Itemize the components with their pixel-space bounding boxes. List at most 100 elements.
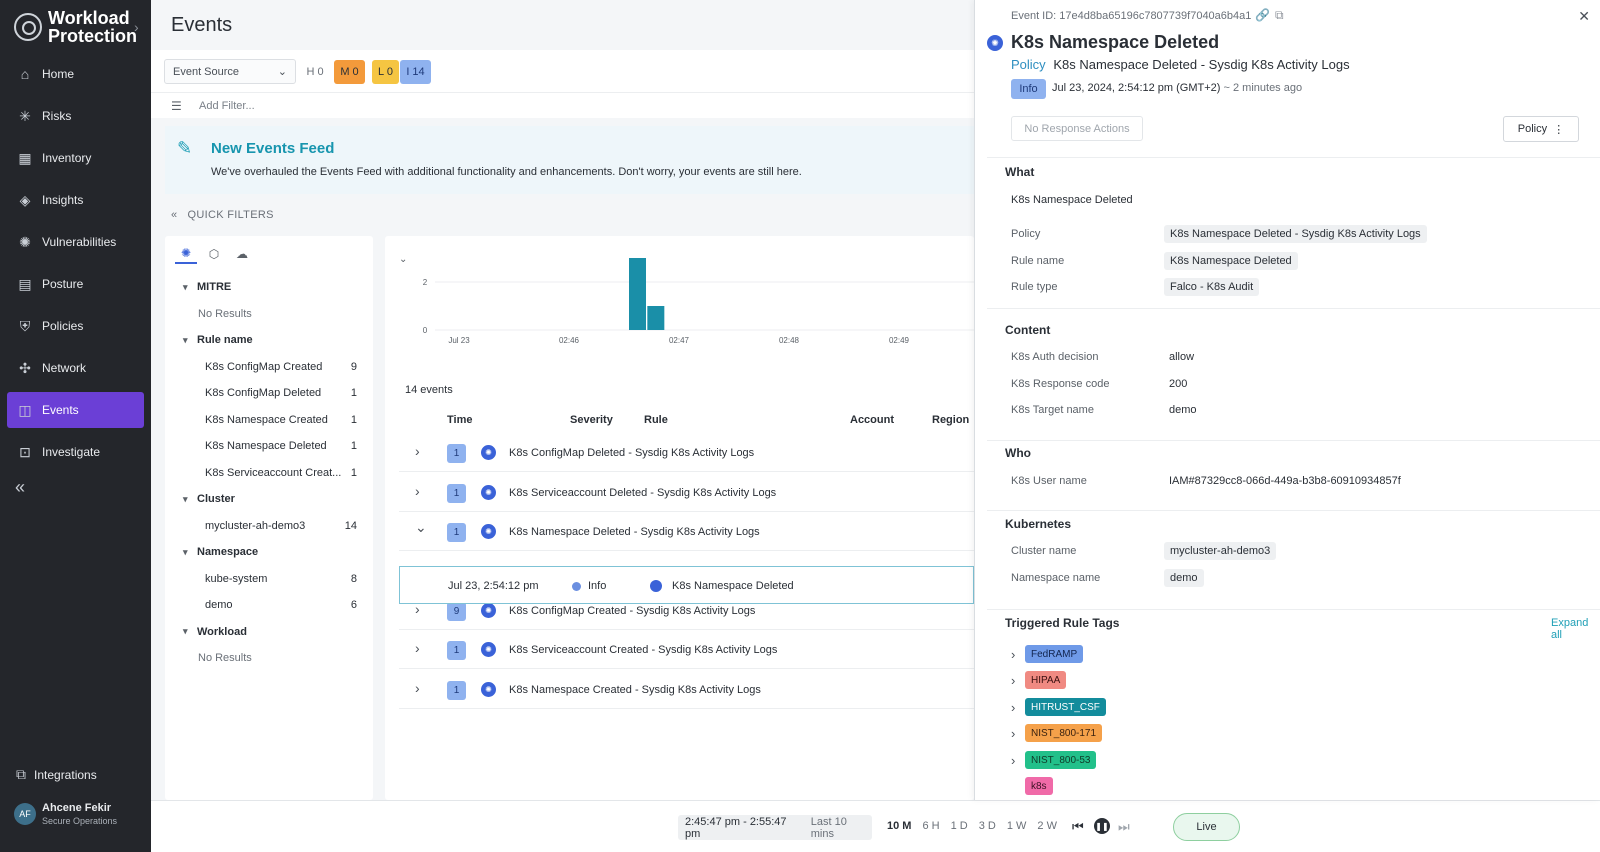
divider <box>987 440 1600 441</box>
field-key: Rule type <box>1011 281 1058 293</box>
bug-icon: ✺ <box>19 233 31 250</box>
expand-all-link[interactable]: Expand all <box>1551 617 1589 641</box>
sidebar-item-risks[interactable]: ✳ Risks <box>7 98 144 134</box>
sidebar-item-insights[interactable]: ◈ Insights <box>7 182 144 218</box>
column-header-time[interactable]: Time <box>447 414 473 426</box>
qf-item[interactable]: K8s ConfigMap Created 9 <box>165 354 373 381</box>
qf-item[interactable]: mycluster-ah-demo3 14 <box>165 513 373 540</box>
qf-group-namespace[interactable]: ▾ Namespace <box>165 539 373 566</box>
severity-filter-0[interactable]: H 0 <box>306 66 324 78</box>
sidebar-item-events[interactable]: ◫ Events <box>7 392 144 428</box>
row-rule: K8s Namespace Deleted - Sysdig K8s Activ… <box>509 526 760 538</box>
field-value: 200 <box>1169 378 1188 390</box>
sidebar-item-network[interactable]: ✣ Network <box>7 350 144 386</box>
qf-item[interactable]: K8s Namespace Created 1 <box>165 407 373 434</box>
sidebar-item-policies[interactable]: ⛨ Policies <box>7 308 144 344</box>
chevron-right-icon[interactable]: › <box>415 443 420 459</box>
chevron-right-icon[interactable]: › <box>134 19 139 35</box>
skip-back-icon[interactable]: ⏮ <box>1072 819 1084 834</box>
table-row[interactable]: › 1 ✺ K8s ConfigMap Deleted - Sysdig K8s Ac… <box>399 434 974 472</box>
chevron-right-icon[interactable]: › <box>415 640 420 656</box>
integrations-label: Integrations <box>34 767 97 782</box>
copy-icon[interactable]: ⧉ <box>1275 8 1284 22</box>
kubernetes-icon <box>650 580 662 592</box>
field-value[interactable]: demo <box>1164 569 1204 587</box>
table-row[interactable]: › 1 ✺ K8s Serviceaccount Deleted - Sysdig K… <box>399 474 974 512</box>
sidebar-item-integrations[interactable]: ⧉ Integrations <box>16 766 97 783</box>
qf-group-mitre[interactable]: ▾ MITRE <box>165 274 373 301</box>
qf-item[interactable]: demo 6 <box>165 592 373 619</box>
histogram-bar[interactable] <box>647 306 665 330</box>
rule-tag-row[interactable]: › FedRAMP <box>1011 644 1084 664</box>
expanded-event-row[interactable]: Jul 23, 2:54:12 pm Info K8s Namespace Dele… <box>399 566 974 604</box>
chevron-right-icon[interactable]: › <box>415 483 420 499</box>
event-source-select[interactable]: Event Source ⌄ <box>164 59 296 84</box>
table-row[interactable]: › 9 ✺ K8s ConfigMap Created - Sysdig K8s Ac… <box>399 592 974 630</box>
severity-filter-3[interactable]: I 14 <box>400 60 431 84</box>
field-value[interactable]: mycluster-ah-demo3 <box>1164 542 1277 560</box>
link-icon[interactable]: 🔗 <box>1255 8 1270 22</box>
hexagon-tab-icon[interactable]: ⬡ <box>208 247 220 261</box>
qf-group-cluster[interactable]: ▾ Cluster <box>165 486 373 513</box>
histogram-bar[interactable] <box>629 258 646 330</box>
qf-item[interactable]: K8s Namespace Deleted 1 <box>165 433 373 460</box>
severity-filter-1[interactable]: M 0 <box>334 60 365 84</box>
range-option[interactable]: 3 D <box>978 820 996 832</box>
table-row[interactable]: › 1 ✺ K8s Namespace Created - Sysdig K8s Ac… <box>399 671 974 709</box>
column-header-region[interactable]: Region <box>932 414 970 426</box>
rule-tag-row[interactable]: › HIPAA <box>1011 670 1067 690</box>
qf-item[interactable]: K8s ConfigMap Deleted 1 <box>165 380 373 407</box>
chevron-right-icon[interactable]: › <box>415 680 420 696</box>
quick-filters-toggle[interactable]: « QUICK FILTERS <box>171 209 274 221</box>
qf-item[interactable]: kube-system 8 <box>165 566 373 593</box>
policy-menu-button[interactable]: Policy ⋮ <box>1503 116 1579 142</box>
table-row[interactable]: ⌄ 1 ✺ K8s Namespace Deleted - Sysdig K8s Ac… <box>399 513 974 551</box>
pause-icon[interactable]: ❚❚ <box>1094 818 1110 834</box>
filter-bar[interactable]: ☰ Add Filter... <box>151 92 974 118</box>
cloud-tab-icon[interactable]: ☁ <box>236 247 248 261</box>
field-value[interactable]: K8s Namespace Deleted - Sysdig K8s Activ… <box>1164 225 1427 243</box>
collapse-sidebar-icon[interactable]: « <box>15 477 26 497</box>
qf-no-results: No Results <box>198 307 252 320</box>
sidebar-item-posture[interactable]: ▤ Posture <box>7 266 144 302</box>
range-option[interactable]: 10 M <box>887 820 912 832</box>
qf-item[interactable]: K8s Serviceaccount Creat... 1 <box>165 460 373 487</box>
range-option[interactable]: 1 D <box>950 820 968 832</box>
time-range-picker[interactable]: 2:45:47 pm - 2:55:47 pm Last 10 mins <box>678 815 872 840</box>
rule-tag-row[interactable]: › HITRUST_CSF <box>1011 697 1106 717</box>
rule-tag-row[interactable]: › NIST_800-53 <box>1011 750 1097 770</box>
policy-value[interactable]: K8s Namespace Deleted - Sysdig K8s Activ… <box>1053 57 1350 72</box>
sidebar-item-investigate[interactable]: ⊡ Investigate <box>7 434 144 470</box>
chevron-right-icon[interactable]: › <box>415 601 420 617</box>
range-option[interactable]: 6 H <box>922 820 940 832</box>
table-row[interactable]: › 1 ✺ K8s Serviceaccount Created - Sysdig K… <box>399 631 974 669</box>
rule-tag-row[interactable]: › NIST_800-171 <box>1011 723 1103 743</box>
range-option[interactable]: 1 W <box>1006 820 1027 832</box>
chevron-down-icon[interactable]: ⌄ <box>415 519 427 535</box>
qf-group-workload[interactable]: ▾ Workload <box>165 619 373 646</box>
range-option[interactable]: 2 W <box>1037 820 1057 832</box>
user-menu[interactable]: AF Ahcene Fekir Secure Operations <box>14 802 117 826</box>
rule-tag-row[interactable]: k8s <box>1011 776 1053 796</box>
no-response-actions-button[interactable]: No Response Actions <box>1011 116 1143 141</box>
column-header-rule[interactable]: Rule <box>644 414 668 426</box>
field-value[interactable]: K8s Namespace Deleted <box>1164 252 1298 270</box>
column-header-account[interactable]: Account <box>850 414 894 426</box>
brand[interactable]: Workload Protection <box>14 9 137 45</box>
kubernetes-tab-icon[interactable]: ✺ <box>175 244 197 264</box>
skip-forward-icon[interactable]: ⏭ <box>1118 819 1130 834</box>
sidebar-item-vulnerabilities[interactable]: ✺ Vulnerabilities <box>7 224 144 260</box>
severity-filter-2[interactable]: L 0 <box>372 60 399 84</box>
event-id: Event ID: 17e4d8ba65196c7807739f7040a6b4… <box>1011 10 1252 22</box>
column-header-severity[interactable]: Severity <box>570 414 613 426</box>
close-icon[interactable]: ✕ <box>1578 8 1590 24</box>
chart-collapse-icon[interactable]: ⌄ <box>399 254 407 265</box>
policy-label: Policy <box>1011 57 1046 72</box>
field-value[interactable]: Falco - K8s Audit <box>1164 278 1260 296</box>
severity-dot-icon <box>572 582 581 591</box>
live-button[interactable]: Live <box>1173 813 1240 841</box>
sidebar-item-home[interactable]: ⌂ Home <box>7 56 144 92</box>
sidebar-item-inventory[interactable]: ▦ Inventory <box>7 140 144 176</box>
qf-group-rule-name[interactable]: ▾ Rule name <box>165 327 373 354</box>
add-filter-input[interactable]: Add Filter... <box>199 100 255 112</box>
